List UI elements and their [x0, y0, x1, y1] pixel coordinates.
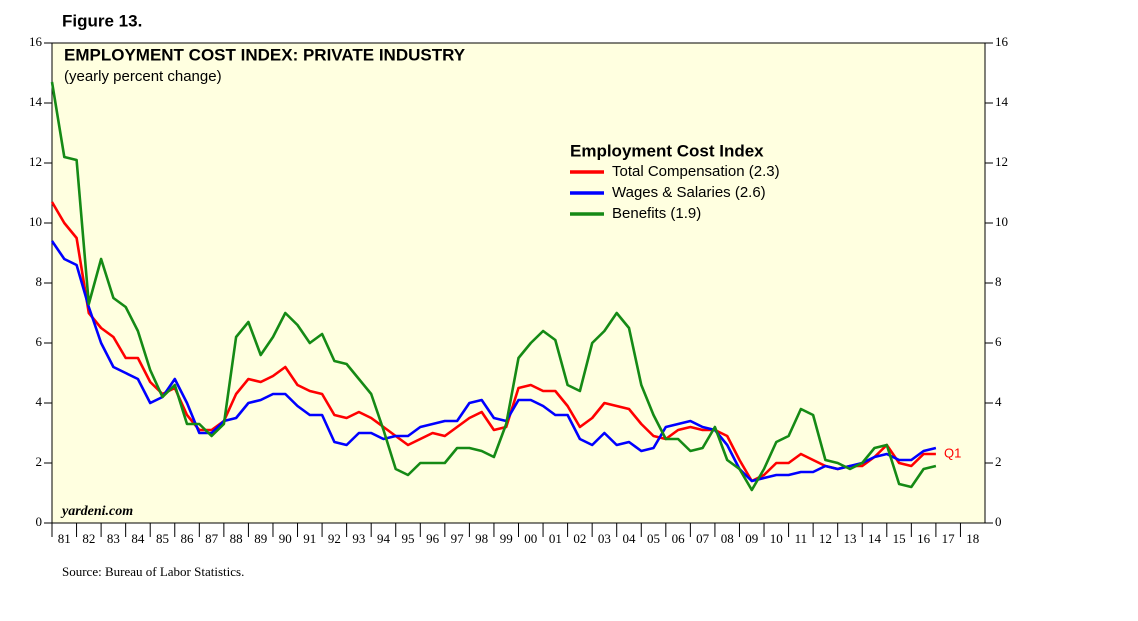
y2-tick-label: 6 [995, 334, 1002, 349]
x-tick-label: 94 [377, 531, 391, 546]
plot-area [51, 42, 986, 524]
x-tick-label: 83 [107, 531, 120, 546]
y2-tick-label: 8 [995, 274, 1002, 289]
x-tick-label: 12 [819, 531, 832, 546]
x-tick-label: 91 [303, 531, 316, 546]
x-tick-label: 15 [893, 531, 906, 546]
annotation: Q1 [944, 445, 961, 460]
x-tick-label: 90 [279, 531, 292, 546]
x-tick-label: 95 [402, 531, 415, 546]
x-tick-label: 01 [549, 531, 562, 546]
y-tick-label: 6 [36, 334, 43, 349]
y2-tick-label: 16 [995, 34, 1009, 49]
y-tick-label: 4 [36, 394, 43, 409]
source: Source: Bureau of Labor Statistics. [62, 564, 244, 579]
y2-tick-label: 12 [995, 154, 1008, 169]
x-tick-label: 92 [328, 531, 341, 546]
series-line [50, 240, 937, 483]
x-tick-label: 98 [475, 531, 488, 546]
x-tick-label: 04 [622, 531, 636, 546]
chart-title: EMPLOYMENT COST INDEX: PRIVATE INDUSTRY [64, 45, 466, 64]
x-tick-label: 13 [843, 531, 856, 546]
y2-tick-label: 4 [995, 394, 1002, 409]
y2-tick-label: 14 [995, 94, 1009, 109]
y-tick-label: 0 [36, 514, 43, 529]
y-tick-label: 2 [36, 454, 43, 469]
y2-tick-label: 0 [995, 514, 1002, 529]
x-tick-label: 05 [647, 531, 660, 546]
legend-title: Employment Cost Index [570, 141, 764, 160]
chart-subtitle: (yearly percent change) [64, 68, 222, 85]
x-tick-label: 06 [672, 531, 686, 546]
x-tick-label: 96 [426, 531, 440, 546]
x-tick-label: 88 [230, 531, 243, 546]
x-tick-label: 10 [770, 531, 783, 546]
y-tick-label: 8 [36, 274, 43, 289]
series-line [50, 81, 937, 492]
x-tick-label: 89 [254, 531, 267, 546]
x-tick-label: 85 [156, 531, 169, 546]
y2-tick-label: 2 [995, 454, 1002, 469]
x-tick-label: 16 [917, 531, 931, 546]
x-tick-label: 82 [82, 531, 95, 546]
x-tick-label: 02 [573, 531, 586, 546]
x-tick-label: 17 [942, 531, 956, 546]
x-tick-label: 14 [868, 531, 882, 546]
y-tick-label: 16 [29, 34, 43, 49]
y2-tick-label: 10 [995, 214, 1008, 229]
x-tick-label: 09 [745, 531, 758, 546]
legend-label: Total Compensation (2.3) [612, 163, 780, 180]
x-tick-label: 11 [795, 531, 808, 546]
x-tick-label: 18 [966, 531, 979, 546]
y-tick-label: 10 [29, 214, 42, 229]
x-tick-label: 86 [181, 531, 195, 546]
x-tick-label: 97 [451, 531, 465, 546]
x-tick-label: 08 [721, 531, 734, 546]
y-tick-label: 14 [29, 94, 43, 109]
x-tick-label: 87 [205, 531, 219, 546]
legend-label: Wages & Salaries (2.6) [612, 184, 766, 201]
x-tick-label: 03 [598, 531, 611, 546]
x-tick-label: 99 [500, 531, 513, 546]
legend-label: Benefits (1.9) [612, 205, 701, 222]
x-tick-label: 93 [352, 531, 365, 546]
watermark: yardeni.com [60, 504, 133, 519]
x-tick-label: 07 [696, 531, 710, 546]
x-tick-label: 81 [58, 531, 71, 546]
x-tick-label: 00 [524, 531, 537, 546]
y-tick-label: 12 [29, 154, 42, 169]
x-tick-label: 84 [131, 531, 145, 546]
figure-label: Figure 13. [62, 11, 142, 30]
